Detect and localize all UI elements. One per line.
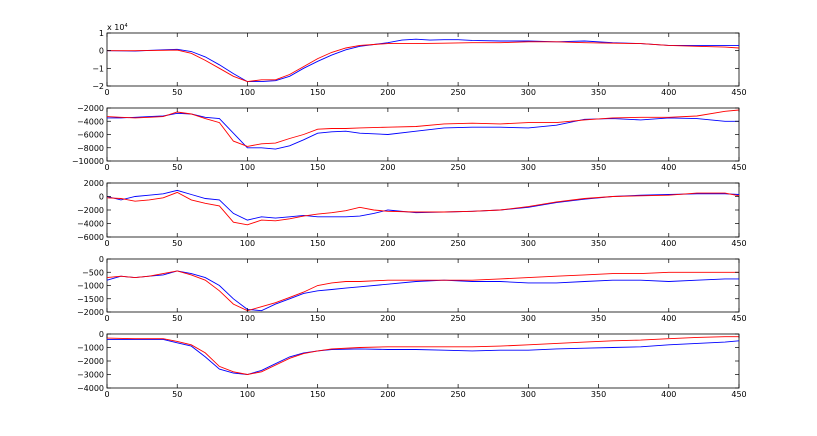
x-tick-label: 350: [591, 163, 606, 172]
x-tick-label: 250: [450, 314, 465, 323]
x-tick-label: 50: [172, 163, 182, 172]
x-tick-label: 50: [172, 88, 182, 97]
x-tick-label: 0: [104, 88, 109, 97]
x-tick-label: 250: [450, 163, 465, 172]
series-line-1: [106, 38, 739, 83]
x-tick-label: 450: [731, 163, 746, 172]
series-line-2: [106, 336, 739, 375]
x-tick-label: 400: [661, 390, 676, 399]
x-tick-label: 0: [104, 163, 109, 172]
x-tick-label: 0: [104, 314, 109, 323]
axes-box: [106, 182, 740, 238]
y-tick-label: 2000: [84, 179, 104, 188]
y-tick-label: 1: [99, 29, 104, 38]
y-tick-label: −1500: [77, 295, 104, 304]
subplot-2: 0 50 100 150 200 250 300 350 400 450 −10000 −8000 −6…: [72, 104, 747, 172]
y-tick-label: 0: [99, 47, 104, 56]
x-tick-label: 350: [591, 239, 606, 248]
y-tick-label: −4000: [77, 384, 104, 393]
x-tick-label: 100: [240, 239, 255, 248]
x-tick-label: 0: [104, 390, 109, 399]
y-tick-label: −2: [92, 82, 104, 91]
y-tick-label: −6000: [77, 233, 104, 242]
x-tick-label: 200: [380, 390, 395, 399]
x-tick-label: 100: [240, 390, 255, 399]
subplot-3: 0 50 100 150 200 250 300 350 400 450 −6000 −4000 −20…: [77, 179, 747, 248]
x-tick-label: 350: [591, 88, 606, 97]
y-tick-label: −1000: [77, 282, 104, 291]
x-tick-label: 250: [450, 390, 465, 399]
subplot-1: 0 50 100 150 200 250 300 350 400 450 −2 −1 0 1x 104: [92, 23, 746, 97]
x-tick-label: 300: [521, 390, 536, 399]
x-tick-label: 50: [172, 314, 182, 323]
y-tick-label: −2000: [77, 357, 104, 366]
x-tick-label: 250: [450, 88, 465, 97]
x-tick-label: 150: [310, 390, 325, 399]
x-tick-label: 400: [661, 88, 676, 97]
subplot-4: 0 50 100 150 200 250 300 350 400 450 −2000 −1500 −10…: [77, 255, 747, 323]
subplot-5: 0 50 100 150 200 250 300 350 400 450 −4000 −3000 −20…: [77, 330, 747, 399]
x-tick-label: 400: [661, 163, 676, 172]
y-tick-label: −2000: [77, 308, 104, 317]
y-tick-label: −3000: [77, 371, 104, 380]
x-tick-label: 300: [521, 88, 536, 97]
x-tick-label: 350: [591, 314, 606, 323]
x-tick-label: 100: [240, 88, 255, 97]
x-tick-label: 300: [521, 163, 536, 172]
x-tick-label: 100: [240, 314, 255, 323]
x-tick-label: 150: [310, 163, 325, 172]
y-tick-label: −2000: [77, 206, 104, 215]
y-tick-label: −6000: [77, 131, 104, 140]
axes-box: [106, 258, 740, 313]
y-tick-label: 0: [99, 193, 104, 202]
x-tick-label: 50: [172, 390, 182, 399]
x-tick-label: 150: [310, 239, 325, 248]
x-tick-label: 100: [240, 163, 255, 172]
x-tick-label: 50: [172, 239, 182, 248]
y-tick-label: −1: [92, 64, 104, 73]
x-tick-label: 400: [661, 239, 676, 248]
x-tick-label: 200: [380, 314, 395, 323]
y-tick-label: 0: [99, 255, 104, 264]
y-tick-label: −10000: [72, 157, 104, 166]
y-tick-label: −4000: [77, 117, 104, 126]
y-tick-label: 0: [99, 330, 104, 339]
x-tick-label: 200: [380, 163, 395, 172]
axes-box: [106, 333, 740, 389]
x-tick-label: 300: [521, 239, 536, 248]
y-tick-label: −8000: [77, 144, 104, 153]
x-tick-label: 200: [380, 239, 395, 248]
series-line-2: [106, 191, 740, 226]
y-tick-label: −1000: [77, 344, 104, 353]
x-tick-label: 300: [521, 314, 536, 323]
x-tick-label: 350: [591, 390, 606, 399]
x-tick-label: 250: [450, 239, 465, 248]
x-tick-label: 450: [731, 390, 746, 399]
series-line-2: [106, 270, 739, 312]
exponent-label: x 104: [107, 23, 128, 32]
x-tick-label: 400: [661, 314, 676, 323]
y-tick-label: −2000: [77, 104, 104, 113]
x-tick-label: 150: [310, 88, 325, 97]
axes-box: [106, 32, 740, 87]
series-line-2: [107, 41, 740, 83]
x-tick-label: 450: [731, 239, 746, 248]
x-tick-label: 150: [310, 314, 325, 323]
exponent-power: 4: [124, 23, 127, 29]
series-line-1: [106, 270, 739, 312]
x-tick-label: 200: [380, 88, 395, 97]
series-line-2: [106, 109, 740, 147]
series-line-1: [106, 189, 740, 221]
series-line-1: [107, 338, 740, 375]
series-line-1: [107, 112, 739, 150]
x-tick-label: 450: [731, 88, 746, 97]
axes-box: [106, 107, 740, 162]
x-tick-label: 450: [731, 314, 746, 323]
x-tick-label: 0: [104, 239, 109, 248]
y-tick-label: −4000: [77, 220, 104, 229]
y-tick-label: −500: [82, 268, 104, 277]
